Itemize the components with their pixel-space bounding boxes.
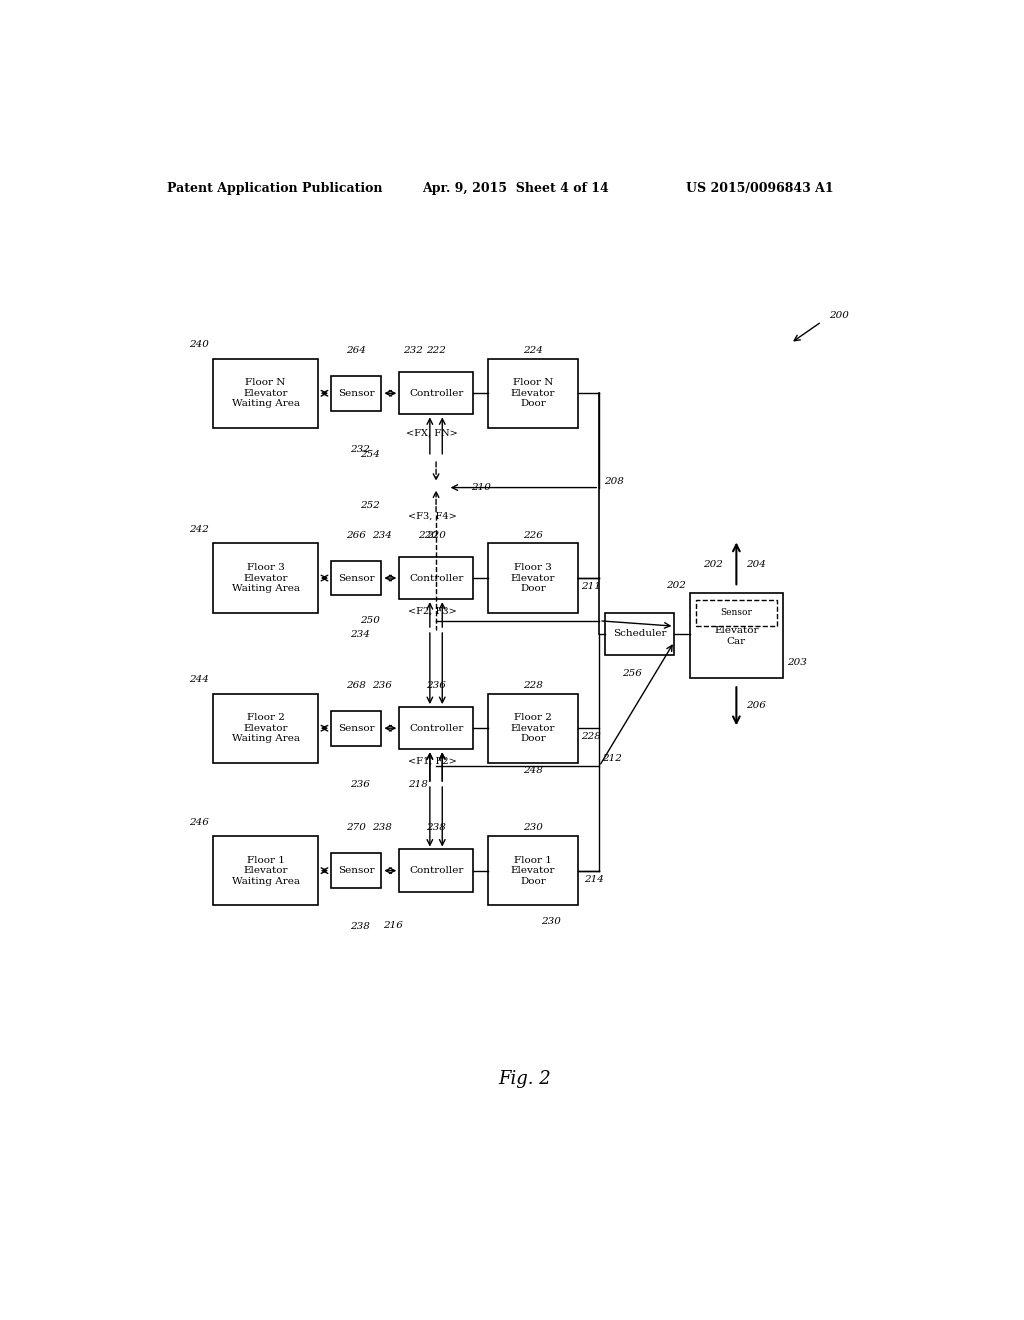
Text: Floor 2
Elevator
Waiting Area: Floor 2 Elevator Waiting Area: [231, 713, 300, 743]
Text: Floor N
Elevator
Door: Floor N Elevator Door: [511, 379, 555, 408]
Bar: [399, 708, 473, 750]
Text: 240: 240: [189, 341, 209, 350]
Text: Floor 3
Elevator
Door: Floor 3 Elevator Door: [511, 564, 555, 593]
Text: 238: 238: [350, 923, 370, 931]
Text: Fig. 2: Fig. 2: [499, 1069, 551, 1088]
Text: 226: 226: [523, 531, 543, 540]
Bar: [331, 853, 381, 888]
Text: 220: 220: [426, 531, 446, 540]
Bar: [488, 359, 578, 428]
Bar: [690, 594, 783, 678]
Text: Controller: Controller: [409, 389, 463, 397]
Text: 238: 238: [426, 824, 446, 832]
Text: 246: 246: [189, 818, 209, 826]
Text: Sensor: Sensor: [721, 609, 753, 618]
Text: 244: 244: [189, 676, 209, 684]
Text: 252: 252: [360, 500, 380, 510]
Text: 248: 248: [523, 767, 543, 775]
Text: Apr. 9, 2015  Sheet 4 of 14: Apr. 9, 2015 Sheet 4 of 14: [423, 182, 609, 194]
Text: Controller: Controller: [409, 723, 463, 733]
Text: 222: 222: [426, 346, 446, 355]
Bar: [213, 836, 317, 906]
Text: 210: 210: [471, 483, 490, 492]
Text: Patent Application Publication: Patent Application Publication: [167, 182, 382, 194]
Text: 266: 266: [346, 531, 367, 540]
Text: <FX, FN>: <FX, FN>: [407, 428, 458, 437]
Bar: [213, 544, 317, 612]
Text: Floor 1
Elevator
Door: Floor 1 Elevator Door: [511, 855, 555, 886]
Bar: [331, 561, 381, 595]
Bar: [488, 836, 578, 906]
Text: 218: 218: [409, 780, 428, 788]
Text: 236: 236: [426, 681, 446, 689]
Text: 236: 236: [350, 780, 370, 789]
Text: 224: 224: [523, 346, 543, 355]
Bar: [399, 372, 473, 414]
Text: 242: 242: [189, 525, 209, 535]
Text: US 2015/0096843 A1: US 2015/0096843 A1: [686, 182, 834, 194]
Text: 220: 220: [419, 531, 438, 540]
Text: Elevator
Car: Elevator Car: [714, 626, 759, 645]
Text: 204: 204: [745, 560, 766, 569]
Text: 228: 228: [581, 733, 600, 741]
Bar: [213, 359, 317, 428]
Text: Floor 3
Elevator
Waiting Area: Floor 3 Elevator Waiting Area: [231, 564, 300, 593]
Text: 268: 268: [346, 681, 367, 689]
Text: Floor N
Elevator
Waiting Area: Floor N Elevator Waiting Area: [231, 379, 300, 408]
Text: 270: 270: [346, 824, 367, 832]
Text: 228: 228: [523, 681, 543, 689]
Text: Controller: Controller: [409, 866, 463, 875]
Bar: [604, 612, 675, 655]
Text: 250: 250: [360, 616, 380, 626]
Bar: [213, 693, 317, 763]
Text: 202: 202: [667, 581, 686, 590]
Bar: [331, 711, 381, 746]
Text: 206: 206: [745, 701, 766, 710]
Bar: [399, 850, 473, 892]
Text: Floor 1
Elevator
Waiting Area: Floor 1 Elevator Waiting Area: [231, 855, 300, 886]
Bar: [488, 544, 578, 612]
Text: 211: 211: [581, 582, 600, 591]
Text: <F2, F3>: <F2, F3>: [408, 607, 457, 616]
Text: <F1, F2>: <F1, F2>: [408, 758, 457, 766]
Text: <F3, F4>: <F3, F4>: [408, 511, 457, 520]
Text: Sensor: Sensor: [338, 723, 375, 733]
Text: 238: 238: [372, 824, 391, 832]
Bar: [696, 599, 776, 626]
Text: 200: 200: [829, 312, 849, 321]
Text: 254: 254: [360, 450, 380, 459]
Text: 202: 202: [702, 560, 722, 569]
Text: 214: 214: [584, 875, 603, 883]
Text: 234: 234: [372, 531, 391, 540]
Text: Scheduler: Scheduler: [612, 630, 667, 639]
Text: 264: 264: [346, 346, 367, 355]
Bar: [399, 557, 473, 599]
Text: 236: 236: [372, 681, 391, 689]
Text: 212: 212: [602, 754, 623, 763]
Text: Sensor: Sensor: [338, 574, 375, 582]
Text: 234: 234: [350, 630, 370, 639]
Text: Controller: Controller: [409, 574, 463, 582]
Text: Sensor: Sensor: [338, 866, 375, 875]
Text: 232: 232: [403, 346, 423, 355]
Text: 230: 230: [523, 824, 543, 832]
Text: Floor 2
Elevator
Door: Floor 2 Elevator Door: [511, 713, 555, 743]
Bar: [488, 693, 578, 763]
Text: 208: 208: [604, 478, 624, 486]
Text: 230: 230: [541, 917, 560, 925]
Text: 232: 232: [350, 445, 370, 454]
Bar: [331, 376, 381, 411]
Text: 256: 256: [622, 669, 642, 678]
Text: Sensor: Sensor: [338, 389, 375, 397]
Text: 203: 203: [786, 657, 807, 667]
Text: 216: 216: [383, 921, 403, 929]
